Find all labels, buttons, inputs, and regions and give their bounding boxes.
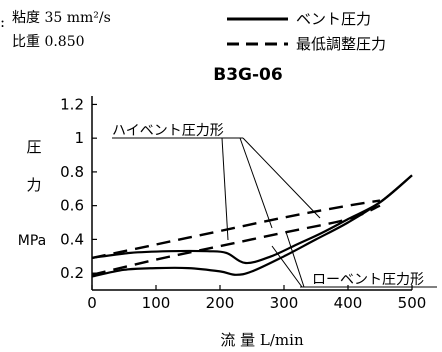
- series-low-solid-line: [91, 174, 413, 278]
- leader-low-to-dashed: [285, 231, 305, 288]
- leader-high-to-dashed-2: [242, 137, 321, 219]
- series-low-dashed-line: [91, 204, 381, 276]
- legend-label-min-pressure: 最低調整圧力: [296, 35, 386, 53]
- x-tick-label: 100: [142, 294, 171, 312]
- series-high-solid-line: [91, 174, 413, 265]
- x-tick-label: 200: [206, 294, 235, 312]
- specific-gravity-label: 比重 0.850: [12, 34, 85, 50]
- chart-title: B3G-06: [213, 65, 282, 85]
- y-tick-label: 0.6: [60, 197, 84, 215]
- header-prefix: :: [0, 13, 5, 31]
- y-tick-label: 1: [74, 129, 84, 147]
- chart-legend: ベント圧力 最低調整圧力: [227, 10, 386, 53]
- viscosity-label: 粘度 35 mm²/s: [12, 10, 111, 26]
- annotation-high-vent: ハイベント圧力形: [112, 123, 224, 139]
- x-tick-label: 400: [334, 294, 363, 312]
- annotations: ハイベント圧力形 ローベント圧力形: [112, 123, 437, 288]
- y-tick-label: 0.4: [60, 230, 84, 248]
- y-axis-label-char-1: 圧: [26, 138, 41, 156]
- y-tick-label: 1.2: [60, 95, 84, 113]
- x-axis-label: 流 量 L/min: [220, 331, 304, 349]
- annotation-low-vent: ローベント圧力形: [312, 272, 424, 288]
- y-axis-unit: MPa: [18, 233, 46, 249]
- legend-label-vent-pressure: ベント圧力: [296, 10, 371, 28]
- leader-high-to-dashed: [239, 137, 273, 229]
- leader-low-to-solid: [271, 245, 303, 288]
- leader-high-to-solid: [221, 137, 229, 241]
- series-high-dashed-line: [91, 199, 381, 260]
- x-tick-label: 500: [398, 294, 427, 312]
- x-tick-label: 0: [87, 294, 97, 312]
- data-series: [91, 174, 413, 278]
- axis-ticks: 0 100 200 300 400 500 0.2 0.4 0.6 0.8 1 1.2: [60, 95, 426, 312]
- x-tick-label: 300: [270, 294, 299, 312]
- y-axis-label-char-2: 力: [26, 176, 41, 194]
- y-tick-label: 0.8: [60, 163, 84, 181]
- y-tick-label: 0.2: [60, 264, 84, 282]
